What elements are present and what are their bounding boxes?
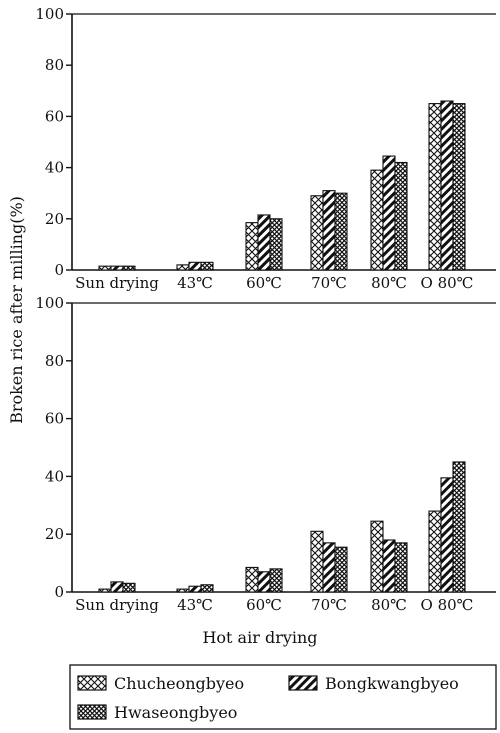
bar — [452, 103, 466, 271]
x-axis-label: Hot air drying — [202, 628, 317, 647]
legend: Chucheongbyeo Bongkwangbyeo Hwaseongbyeo — [69, 664, 497, 730]
legend-box — [69, 664, 497, 730]
bar — [382, 155, 396, 271]
bar — [245, 222, 259, 271]
bar — [188, 261, 202, 271]
bar — [176, 264, 190, 271]
bar — [382, 539, 396, 593]
x-tick-label: Sun drying — [75, 596, 159, 614]
y-tick-label: 20 — [45, 210, 64, 228]
bar — [440, 100, 454, 271]
bar — [176, 588, 190, 593]
legend-swatch — [77, 675, 107, 691]
y-tick-label: 60 — [45, 107, 64, 125]
bar — [98, 265, 112, 271]
x-tick-label: 80℃ — [371, 596, 407, 614]
y-tick-label: 40 — [45, 467, 64, 485]
legend-label: Chucheongbyeo — [114, 674, 244, 693]
y-tick-label: 100 — [35, 5, 64, 23]
bar — [122, 582, 136, 593]
legend-swatch — [288, 675, 318, 691]
bar — [110, 265, 124, 271]
bar — [394, 161, 408, 271]
bar — [269, 218, 283, 271]
bar — [188, 585, 202, 593]
bar — [257, 571, 271, 593]
y-tick-label: 40 — [45, 159, 64, 177]
x-tick-label: 60℃ — [246, 274, 282, 292]
bar — [452, 461, 466, 593]
x-tick-label: 80℃ — [371, 274, 407, 292]
x-tick-label: 70℃ — [311, 274, 347, 292]
y-axis-label: Broken rice after milling(%) — [7, 196, 26, 424]
y-tick-label: 0 — [54, 583, 64, 601]
bar — [394, 542, 408, 593]
legend-swatch — [77, 704, 107, 720]
y-tick-label: 100 — [35, 294, 64, 312]
bar — [122, 265, 136, 271]
bottom-panel: 0 20 40 60 80 100 Sun drying 43℃ 60℃ 70℃ 80℃ O 80℃ — [35, 294, 496, 614]
bar — [334, 546, 348, 593]
y-tick-label: 60 — [45, 410, 64, 428]
bar — [269, 568, 283, 593]
y-tick-label: 20 — [45, 525, 64, 543]
x-tick-label: Sun drying — [75, 274, 159, 292]
x-tick-label: 43℃ — [177, 596, 213, 614]
x-tick-label: O 80℃ — [421, 274, 474, 292]
bar — [200, 584, 214, 593]
x-tick-label: 60℃ — [246, 596, 282, 614]
bar — [98, 588, 112, 593]
bar — [322, 190, 336, 271]
bar — [200, 261, 214, 271]
x-tick-label: 43℃ — [177, 274, 213, 292]
x-tick-label: 70℃ — [311, 596, 347, 614]
y-tick-label: 0 — [54, 261, 64, 279]
bar — [310, 195, 324, 271]
bar — [310, 530, 324, 593]
bar — [245, 566, 259, 593]
x-tick-label: O 80℃ — [421, 596, 474, 614]
bar — [322, 542, 336, 593]
y-tick-label: 80 — [45, 56, 64, 74]
bar — [370, 169, 384, 271]
bar — [257, 214, 271, 271]
bar — [334, 192, 348, 271]
bar — [428, 510, 442, 593]
bar — [110, 581, 124, 593]
bar — [440, 477, 454, 593]
bar — [370, 520, 384, 593]
top-panel: 0 20 40 60 80 100 Sun drying 43℃ 60℃ 70℃ 80℃ O 80℃ — [35, 5, 496, 292]
legend-label: Bongkwangbyeo — [325, 674, 459, 693]
bar — [428, 103, 442, 271]
legend-label: Hwaseongbyeo — [114, 703, 237, 722]
y-tick-label: 80 — [45, 352, 64, 370]
